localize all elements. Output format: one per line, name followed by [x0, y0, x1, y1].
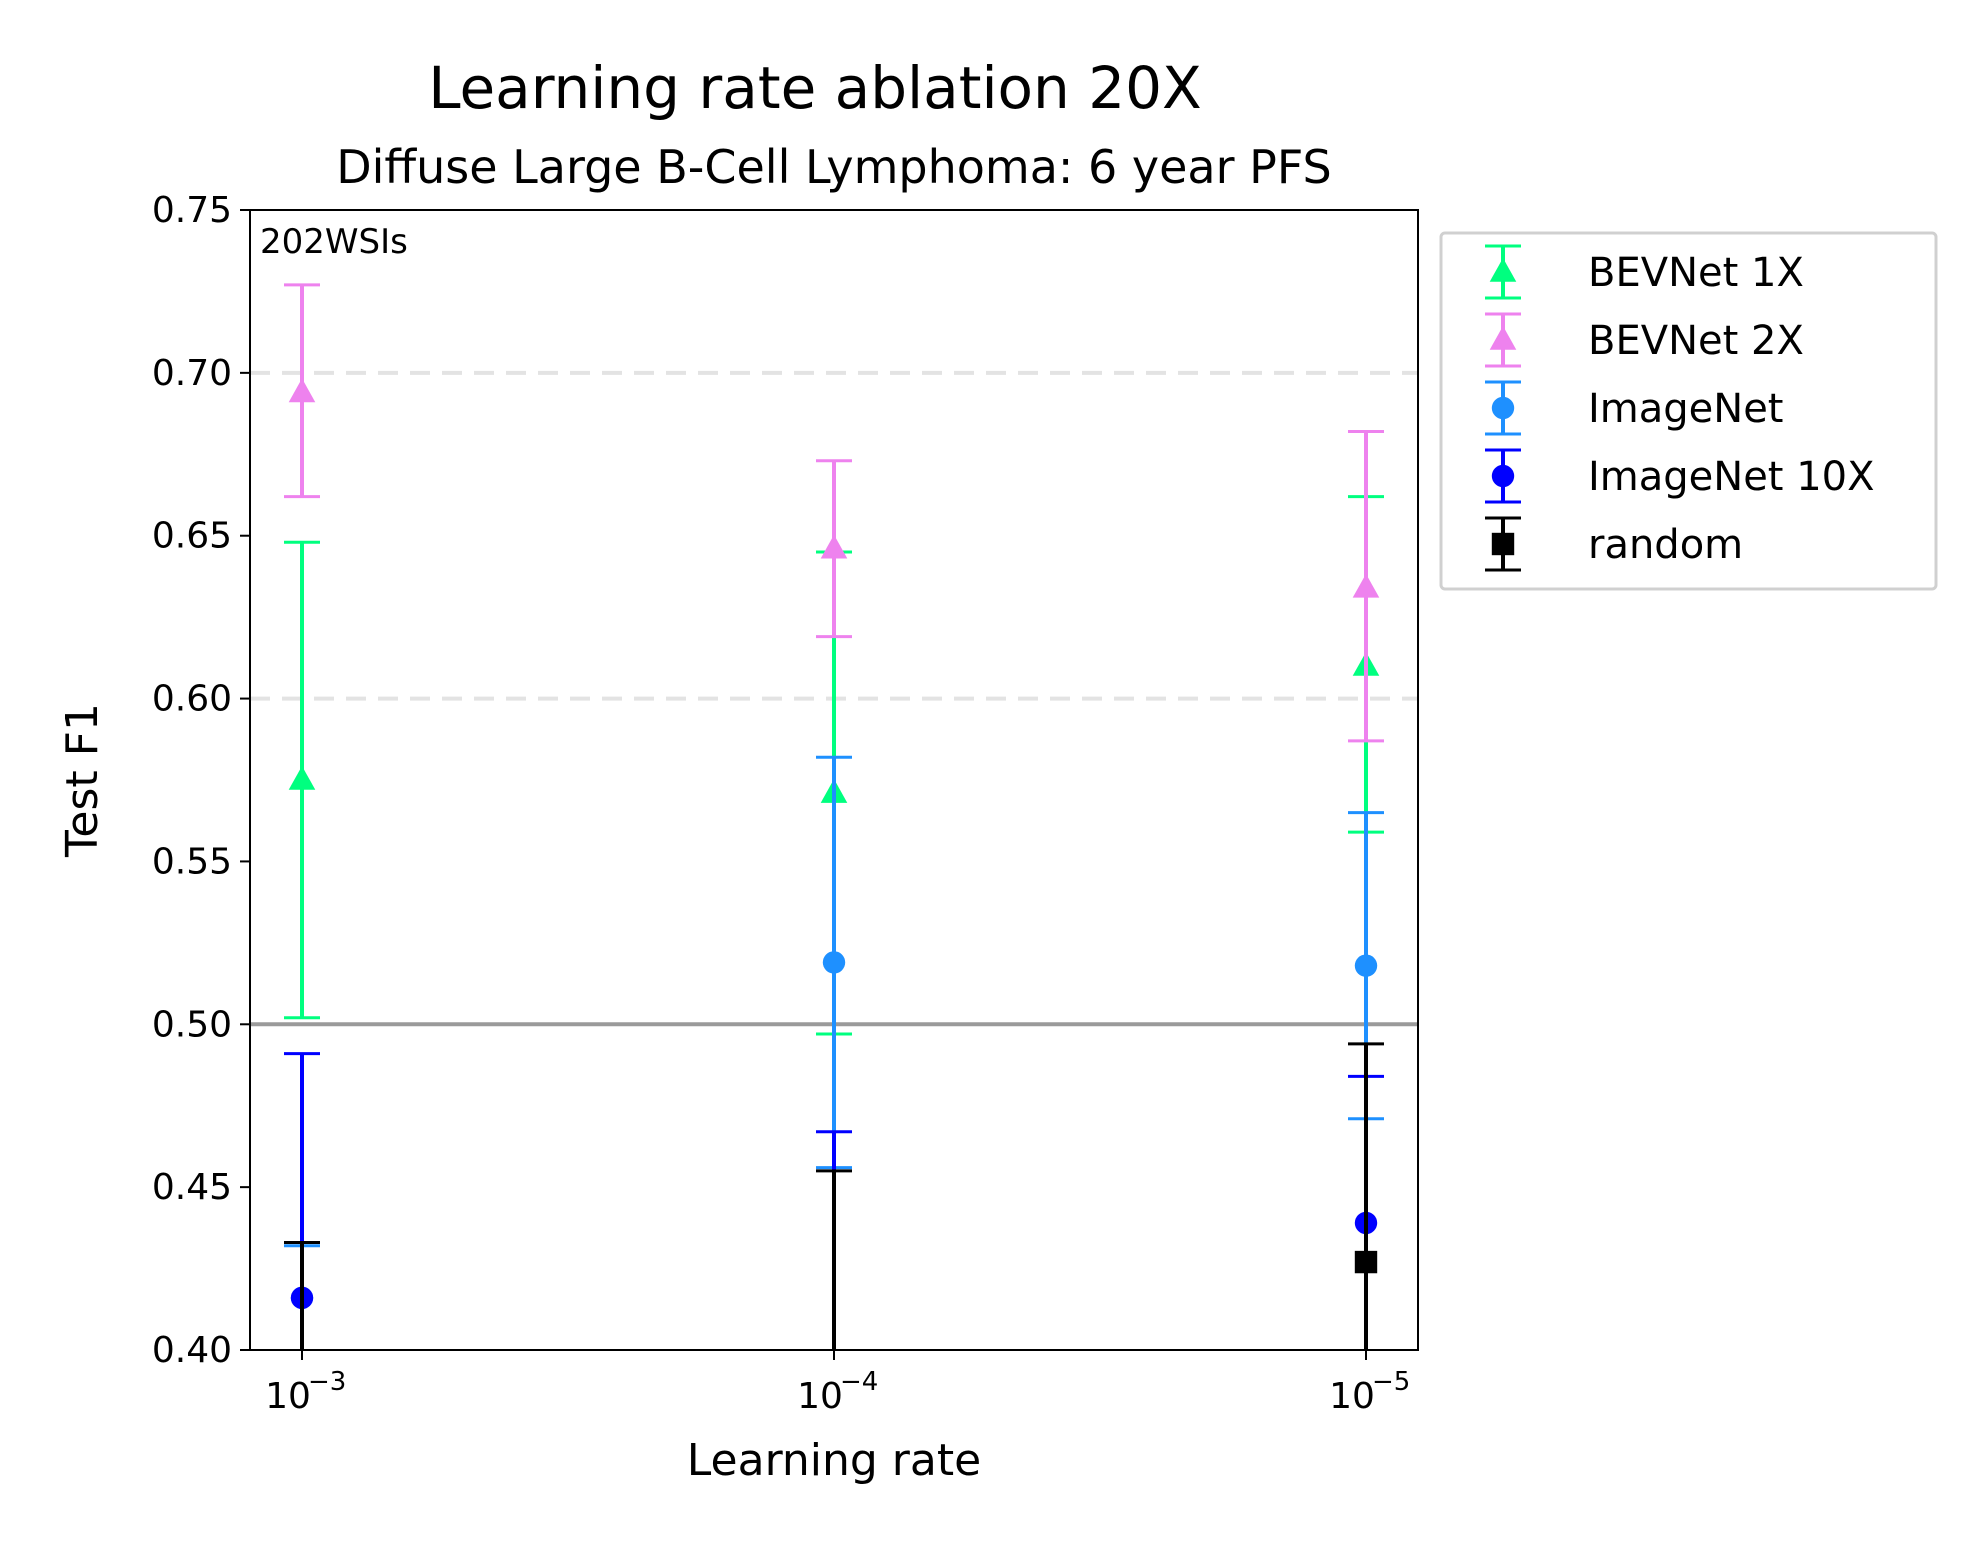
y-tick-label: 0.65	[152, 516, 232, 557]
legend-entry: ImageNet	[1485, 380, 1784, 436]
y-tick-label: 0.55	[152, 841, 232, 882]
legend-frame	[1439, 231, 1938, 591]
legend-entry: BEVNet 1X	[1485, 244, 1804, 300]
y-tick-label: 0.70	[152, 353, 232, 394]
series-bevnet-2x	[284, 283, 1384, 743]
legend-label: ImageNet	[1588, 386, 1784, 432]
x-axis-label: Learning rate	[687, 1435, 981, 1486]
legend-entry: ImageNet 10X	[1485, 448, 1875, 504]
chart-subtitle: Diffuse Large B-Cell Lymphoma: 6 year PF…	[336, 140, 1332, 194]
legend: BEVNet 1X BEVNet 2X ImageNet ImageNet 10X ra…	[1439, 231, 1938, 591]
y-axis-label: Test F1	[57, 703, 108, 858]
legend-marker	[1491, 396, 1515, 420]
y-tick-label: 0.60	[152, 679, 232, 720]
legend-marker	[1491, 464, 1515, 488]
series-random	[284, 1042, 1384, 1350]
chart-title: Learning rate ablation 20X	[428, 54, 1202, 122]
legend-marker	[1491, 532, 1515, 556]
data-point	[1354, 1250, 1378, 1274]
legend-label: random	[1588, 522, 1743, 568]
x-tick-label: 10	[1329, 1376, 1375, 1417]
x-tick-label: 10	[265, 1376, 311, 1417]
series-layer	[284, 283, 1384, 1350]
y-tick-label: 0.45	[152, 1167, 232, 1208]
x-tick-exponent: −4	[840, 1367, 878, 1397]
data-point	[288, 378, 316, 403]
y-tick-label: 0.40	[152, 1330, 232, 1371]
x-tick-exponent: −5	[1372, 1367, 1410, 1397]
data-point	[1354, 954, 1378, 977]
data-point	[288, 766, 316, 790]
x-tick-label: 10	[797, 1376, 843, 1417]
legend-label: BEVNet 2X	[1588, 318, 1804, 364]
legend-label: ImageNet 10X	[1588, 454, 1875, 500]
legend-marker	[1489, 326, 1517, 350]
data-point	[820, 534, 848, 559]
legend-entry: BEVNet 2X	[1485, 312, 1804, 368]
x-tick-exponent: −3	[308, 1367, 346, 1397]
data-point	[822, 951, 846, 974]
legend-entry: random	[1485, 516, 1743, 572]
x-axis-ticks: 10−3 10−4 10−5	[265, 1350, 1410, 1417]
legend-marker	[1489, 258, 1517, 282]
y-tick-label: 0.75	[152, 190, 232, 231]
y-axis-ticks: 0.40 0.45 0.50 0.55 0.60 0.65 0.70 0.75	[152, 190, 250, 1371]
wsi-count-annotation: 202WSIs	[260, 222, 408, 262]
legend-label: BEVNet 1X	[1588, 250, 1804, 296]
data-point	[1352, 573, 1380, 598]
y-tick-label: 0.50	[152, 1004, 232, 1045]
